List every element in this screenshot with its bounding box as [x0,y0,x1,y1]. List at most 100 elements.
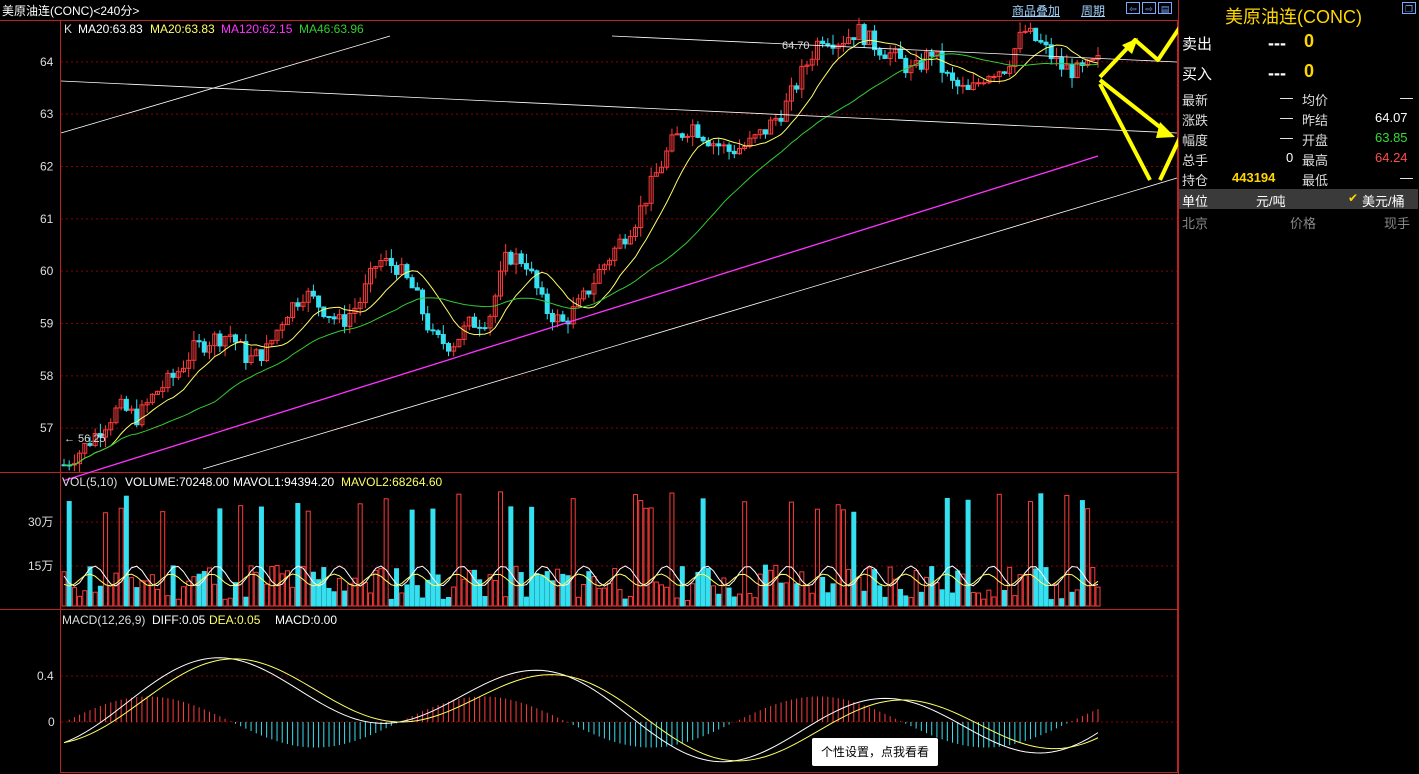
candle-body [217,333,223,347]
layout-icon[interactable]: ▤ [1158,2,1172,14]
volume-bar [352,577,358,607]
volume-bar [217,508,223,607]
candle-body [596,269,602,284]
candle-body [279,324,285,331]
candle-body [903,57,909,74]
volume-bar [316,579,322,607]
candle-body [1069,64,1075,79]
candle-body [295,302,301,307]
candle-body [768,119,774,135]
candle-body [243,341,249,364]
row-label: 最低 [1302,173,1329,188]
candle-body [560,314,566,322]
volume-bar [529,506,535,607]
volume-bar [877,585,883,607]
volume-bar [690,583,696,607]
volume-bar [201,571,207,607]
candle-body [762,129,768,135]
arrow-head [1122,38,1138,54]
candle-body [716,143,722,147]
restore-icon[interactable]: ❐ [1402,2,1416,14]
volume-bar [160,511,166,607]
candle-body [518,253,524,265]
candle-body [700,136,706,142]
volume-bar [175,598,181,607]
volume-bar [1079,500,1085,607]
candle-body [544,293,550,314]
ask-label: 卖出 [1182,36,1213,53]
row-label: 持仓 [1182,173,1209,188]
unit-cny-option[interactable]: 元/吨 [1256,194,1286,209]
candle-body [1095,55,1101,60]
candle-body [908,65,914,74]
trendline-3 [611,35,1178,63]
compare-link[interactable]: 商品叠加 [1012,4,1061,18]
arrow-long-path [1158,137,1178,181]
volume-bar [565,575,571,607]
cycle-link[interactable]: 周期 [1081,4,1106,18]
candle-body [929,51,935,57]
candle-body [778,117,784,122]
candle-body [206,345,212,353]
candle-body [264,343,270,362]
trendline-4 [202,177,1178,470]
volume-bar [804,585,810,607]
volume-bar [549,580,555,607]
volume-bar [482,595,488,607]
candle-body [659,166,665,174]
row-label: 最高 [1302,153,1329,168]
candle-body [934,51,940,57]
volume-bar [368,592,374,607]
scroll-right-icon[interactable]: ⇨ [1142,2,1156,14]
candle-body [820,40,826,45]
settings-tooltip[interactable]: 个性设置，点我看看 [812,738,938,766]
candle-body [186,359,192,369]
header-price: 价格 [1290,216,1317,231]
row-value: — [1280,90,1293,105]
volume-bar [924,576,930,607]
candle-body [523,263,529,270]
candle-body [710,143,716,147]
candle-body [212,333,218,347]
volume-bar [1027,501,1033,607]
candle-body [92,433,98,446]
arrow-low-path [1098,83,1152,181]
macd-legend-dea: DEA:0.05 [209,613,261,627]
candle-body [825,43,831,46]
candle-body [1048,44,1054,60]
volume-bar [622,598,628,607]
candle-body [638,205,644,229]
quote-panel [1178,0,1419,774]
volume-bar [399,592,405,607]
volume-bar [1007,566,1013,607]
volume-bar [523,596,529,607]
volume-bar [1022,574,1028,607]
candle-body [591,282,597,295]
volume-bar [61,571,67,607]
row-label: 昨结 [1302,113,1329,128]
scroll-left-icon[interactable]: ⇦ [1126,2,1140,14]
candle-body [1007,66,1013,74]
volume-bar [513,565,519,607]
volume-bar [934,582,940,607]
price-tick: 62 [40,160,54,174]
row-value: 64.24 [1375,150,1408,165]
chart-frame [60,20,1178,773]
candle-body [898,48,904,59]
volume-bar [643,507,649,607]
volume-bar [534,573,540,607]
volume-legend-mavol2: MAVOL2:68264.60 [341,475,443,489]
candle-body [607,259,613,266]
mavol2-line [63,573,1099,587]
unit-usd-option[interactable]: 美元/桶 [1362,194,1405,209]
candle-body [799,65,805,90]
volume-bar [960,573,966,607]
volume-bar [731,596,737,607]
volume-bar [232,582,238,607]
candle-body [866,30,872,46]
candle-body [300,301,306,307]
candle-body [944,71,950,74]
volume-bar [607,582,613,607]
volume-bar [1038,493,1044,607]
volume-bar [747,593,753,607]
